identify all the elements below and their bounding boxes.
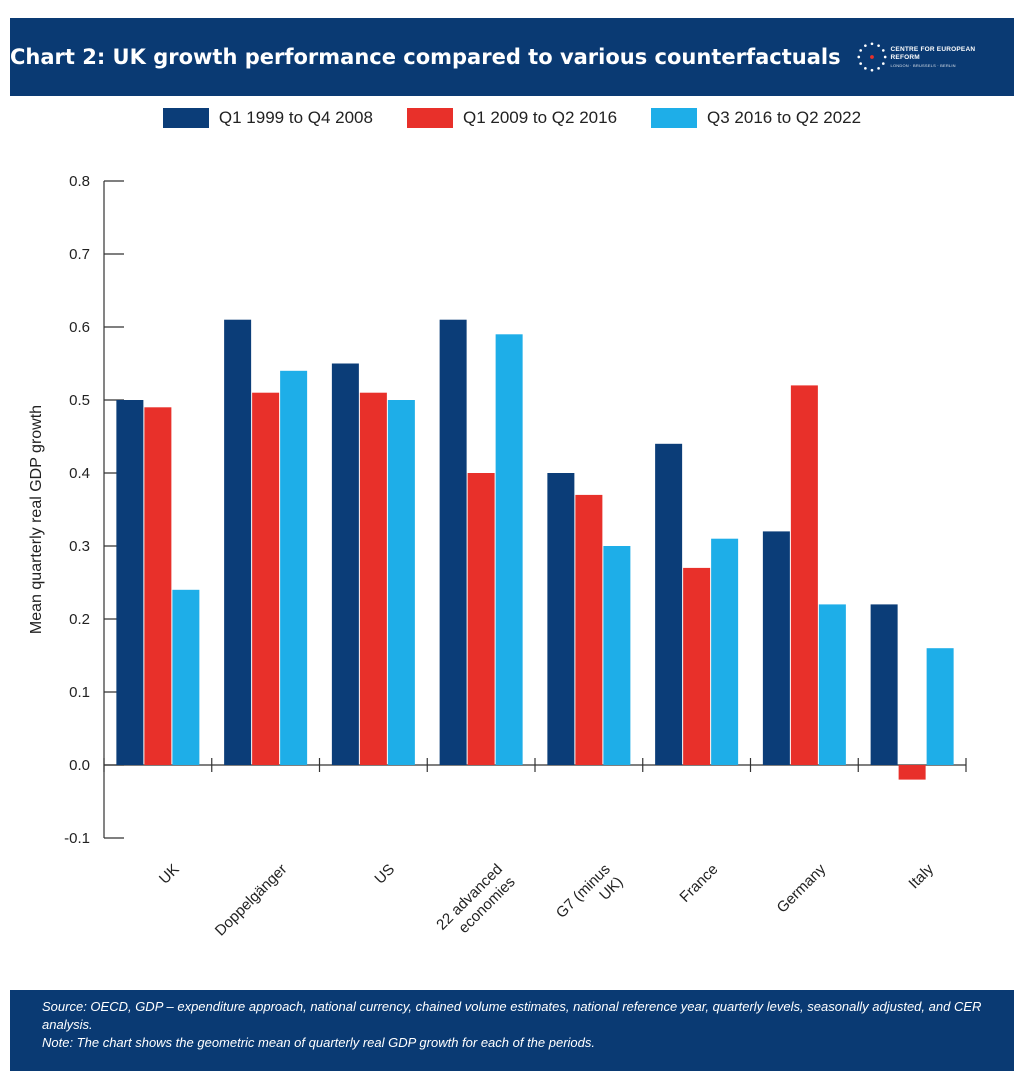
bar-2-france [683,567,711,765]
y-tick-label: 0.3 [69,538,90,555]
bar-2-italy [898,765,926,780]
y-tick-label: 0.7 [69,246,90,263]
legend-swatch-series-3 [651,108,698,128]
bar-1-g7-minus-uk- [547,473,575,765]
cer-logo: CENTRE FOR EUROPEAN REFORM LONDON · BRUS… [855,39,1000,75]
x-tick-label: Italy [905,860,937,892]
logo-name: CENTRE FOR EUROPEAN REFORM [890,45,976,62]
bar-2-22-advanced-economies [467,473,495,765]
bar-3-italy [926,648,954,765]
bar-1-uk [116,400,144,765]
x-tick-label: US [371,861,398,888]
logo-text: CENTRE FOR EUROPEAN REFORM LONDON · BRUS… [891,46,1000,68]
y-tick-label: -0.1 [64,830,90,847]
x-tick-label: G7 (minusUK) [553,861,627,935]
legend-item-series-3: Q3 2016 to Q2 2022 [651,108,861,128]
bar-chart: 0.8 0.7 0.6 0.5 0.4 0.3 0.2 0.1 0.0 -0.1 Mean quar… [28,173,967,946]
bar-1-22-advanced-economies [439,319,467,765]
bar-1-italy [870,604,898,765]
bar-2-us [359,392,387,765]
chart-title: Chart 2: UK growth performance compared … [10,45,841,69]
bar-3-22-advanced-economies [495,334,523,765]
chart-header: Chart 2: UK growth performance compared … [10,18,1014,96]
x-tick-label: Doppelgänger [212,861,291,940]
y-tick-label: 0.5 [69,392,90,409]
logo-cities: LONDON · BRUSSELS · BERLIN [890,62,956,68]
chart-footer: Source: OECD, GDP – expenditure approach… [10,990,1014,1071]
bar-3-france [711,538,739,765]
legend-label-series-3: Q3 2016 to Q2 2022 [707,108,862,127]
bar-3-g7-minus-uk- [603,546,631,765]
bar-3-us [387,400,415,765]
y-tick-label: 0.0 [69,757,90,774]
legend-label-series-1: Q1 1999 to Q4 2008 [218,108,373,127]
bar-3-doppelg-nger [280,370,308,765]
x-tick-label: Germany [774,860,830,916]
y-tick-label: 0.4 [69,465,90,482]
x-tick-label: 22 advancedeconomies [433,861,518,946]
legend-swatch-series-1 [162,108,209,128]
legend-item-series-1: Q1 1999 to Q4 2008 [162,108,373,128]
y-tick-label: 0.6 [69,319,90,336]
bar-2-g7-minus-uk- [575,494,603,765]
source-note: Source: OECD, GDP – expenditure approach… [42,999,982,1032]
y-tick-label: 0.8 [69,173,90,190]
y-tick-label: 0.2 [69,611,90,628]
bar-1-us [331,363,359,765]
bar-2-uk [144,407,172,765]
legend-swatch-series-2 [406,108,453,128]
bar-3-uk [172,589,200,765]
eu-stars-icon [857,42,887,72]
bar-2-germany [790,385,818,765]
legend-label-series-2: Q1 2009 to Q2 2016 [462,108,618,127]
y-tick-label: 0.1 [69,684,90,701]
x-tick-label: France [676,861,721,906]
x-tick-label: UK [156,861,183,888]
y-axis-label: Mean quarterly real GDP growth [28,405,45,634]
chart-legend: Q1 1999 to Q4 2008 Q1 2009 to Q2 2016 Q3… [0,108,1024,128]
bar-1-germany [762,531,790,765]
method-note: Note: The chart shows the geometric mean… [42,1035,596,1050]
legend-item-series-2: Q1 2009 to Q2 2016 [406,108,618,128]
bar-1-doppelg-nger [224,319,252,765]
bar-2-doppelg-nger [252,392,280,765]
bar-3-germany [818,604,846,765]
bar-1-france [655,443,683,765]
